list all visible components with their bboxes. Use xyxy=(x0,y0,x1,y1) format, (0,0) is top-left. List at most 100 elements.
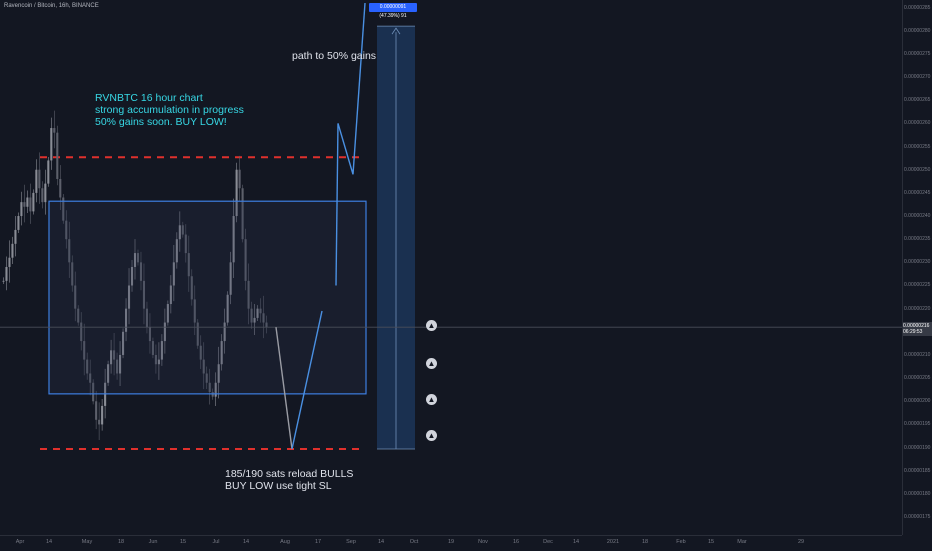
candle-body xyxy=(136,253,140,263)
candle xyxy=(217,346,220,399)
candle xyxy=(83,323,86,376)
price-label: 0.00000265 xyxy=(904,97,931,104)
candle xyxy=(256,305,259,322)
time-label: 18 xyxy=(641,539,649,545)
candle-body xyxy=(23,202,26,207)
candle-body xyxy=(35,169,38,193)
candle-body xyxy=(181,225,184,235)
time-label: Nov xyxy=(478,539,488,545)
candle xyxy=(262,295,265,339)
candle-body xyxy=(250,308,253,323)
candle xyxy=(11,236,14,264)
candle xyxy=(220,334,223,371)
candle-body xyxy=(190,276,193,300)
current-price-badge: 0.00000216 06:29:53 xyxy=(903,322,932,337)
candle xyxy=(259,298,262,323)
candle xyxy=(119,341,122,386)
candle xyxy=(77,305,80,326)
candle-body xyxy=(89,373,92,383)
price-label: 0.00000210 xyxy=(904,351,931,358)
price-label: 0.00000230 xyxy=(904,259,931,266)
candle xyxy=(229,251,232,305)
candle-body xyxy=(262,313,265,323)
arrow-up-icon[interactable]: ▲ xyxy=(426,430,437,441)
main-annotation[interactable]: RVNBTC 16 hour chart strong accumulation… xyxy=(95,92,244,128)
range-box[interactable] xyxy=(48,200,367,395)
target-annotation[interactable]: path to 50% gains xyxy=(292,50,377,62)
candle xyxy=(235,162,238,223)
candle xyxy=(8,240,11,283)
candle xyxy=(41,181,44,209)
candle xyxy=(59,165,62,211)
candle xyxy=(124,298,128,342)
time-label: 14 xyxy=(377,539,385,545)
price-label: 0.00000285 xyxy=(904,4,931,11)
arrow-up-icon[interactable]: ▲ xyxy=(426,358,437,369)
candle-body xyxy=(154,354,157,365)
candle xyxy=(116,352,119,380)
candle xyxy=(178,211,181,252)
candle-body xyxy=(163,322,166,342)
time-label: Mar xyxy=(737,539,747,545)
price-scale[interactable] xyxy=(902,0,932,535)
candle xyxy=(74,271,77,322)
candle xyxy=(95,390,98,430)
candle xyxy=(130,260,134,292)
projection-segment xyxy=(275,327,293,450)
candle xyxy=(253,304,256,336)
candle-body xyxy=(253,317,256,323)
candle-body xyxy=(41,188,44,203)
arrow-up-icon[interactable]: ▲ xyxy=(426,320,437,331)
candle xyxy=(265,315,268,334)
candle-body xyxy=(5,266,8,281)
candle-body xyxy=(256,308,259,318)
candle xyxy=(154,344,157,374)
candle-body xyxy=(160,341,163,360)
time-label: Jun xyxy=(148,539,158,545)
time-label: Apr xyxy=(15,539,25,545)
candle-body xyxy=(124,308,128,332)
reload-annotation[interactable]: 185/190 sats reload BULLS BUY LOW use ti… xyxy=(225,468,354,492)
candle-body xyxy=(14,229,17,244)
candle-body xyxy=(169,285,172,305)
measure-arrowhead xyxy=(391,27,401,35)
time-label: 14 xyxy=(572,539,580,545)
candle xyxy=(163,308,166,354)
candle xyxy=(127,268,131,325)
candle xyxy=(181,221,184,238)
candle-body xyxy=(80,322,83,342)
candle xyxy=(38,152,41,204)
candle-body xyxy=(226,294,229,323)
candle-body xyxy=(8,257,11,267)
candle-body xyxy=(107,364,110,383)
price-chart[interactable] xyxy=(0,0,902,535)
candle xyxy=(238,155,241,201)
candle-body xyxy=(247,280,250,309)
candle xyxy=(98,402,101,441)
time-label: 15 xyxy=(707,539,715,545)
candle-body xyxy=(214,382,217,397)
candle-body xyxy=(26,197,29,207)
candle xyxy=(142,263,146,325)
candle-body xyxy=(220,341,223,365)
time-scale[interactable] xyxy=(0,535,902,551)
arrow-up-icon[interactable]: ▲ xyxy=(426,394,437,405)
candle xyxy=(20,191,23,226)
candle-body xyxy=(172,262,175,286)
candle xyxy=(47,156,50,187)
candle-body xyxy=(142,280,146,309)
projection-path[interactable] xyxy=(275,2,366,450)
time-label: 2021 xyxy=(606,539,620,545)
candle-body xyxy=(77,308,80,323)
candle-body xyxy=(65,220,68,240)
candle-body xyxy=(32,192,35,212)
candle xyxy=(5,256,8,291)
candle-body xyxy=(178,225,181,240)
candle-body xyxy=(98,419,101,425)
candle xyxy=(53,110,56,149)
candle-body xyxy=(166,304,169,323)
candle-body xyxy=(11,243,14,258)
candle-body xyxy=(68,239,71,263)
candle xyxy=(35,159,38,203)
candle xyxy=(101,398,104,431)
